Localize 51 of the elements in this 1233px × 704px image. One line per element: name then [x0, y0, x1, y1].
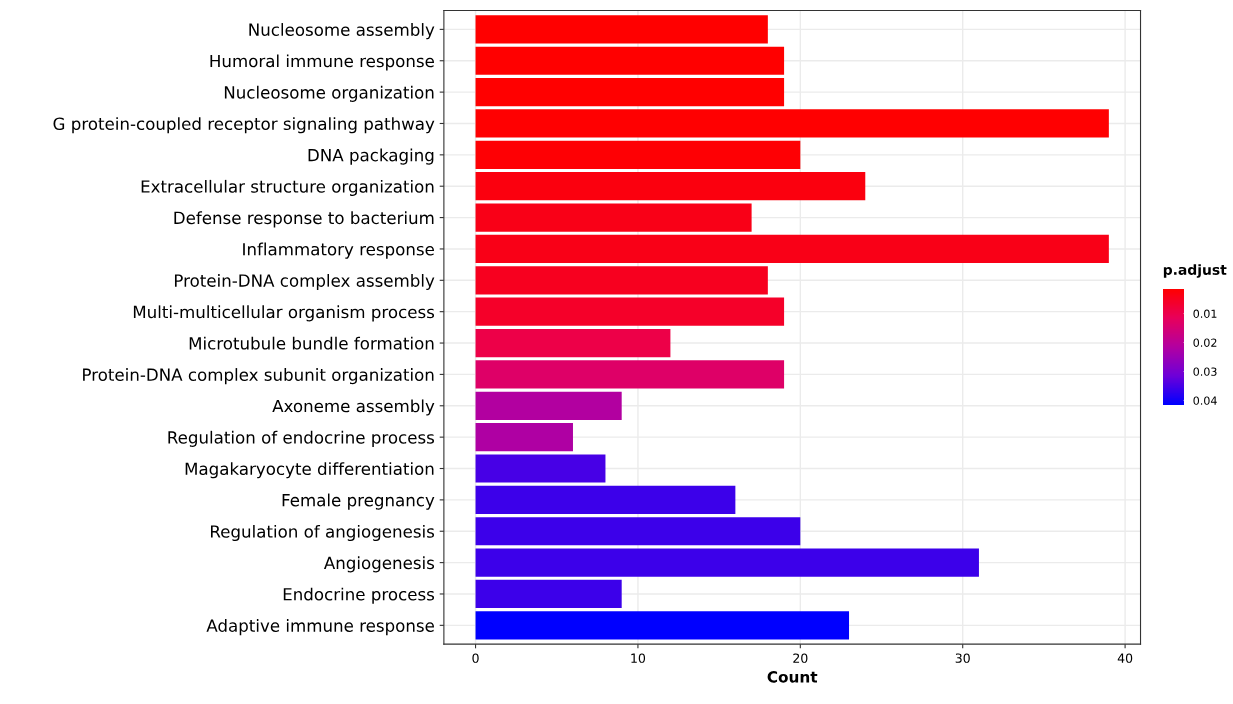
- bar: [475, 15, 768, 44]
- bar: [475, 360, 785, 389]
- y-tick-label: Nucleosome assembly: [249, 23, 435, 40]
- x-tick-label: 20: [793, 653, 808, 663]
- y-tick-label: Angiogenesis: [323, 556, 435, 573]
- bar: [475, 172, 866, 201]
- x-tick-label: 40: [1117, 653, 1133, 663]
- y-tick-label: Magakaryocyte differentiation: [185, 462, 434, 479]
- color-bar-label: 0.01: [1193, 309, 1217, 318]
- bar: [475, 454, 606, 483]
- y-tick-label: Adaptive immune response: [206, 619, 434, 636]
- bar: [475, 203, 752, 232]
- y-tick-label: G protein-coupled receptor signaling pathway: [53, 117, 435, 134]
- y-tick-label: Female pregnancy: [282, 493, 435, 510]
- bar: [475, 423, 573, 452]
- x-tick-label: 0: [472, 653, 479, 663]
- y-tick-label: Protein-DNA complex assembly: [174, 273, 435, 291]
- y-tick-label: Multi-multicellular organism process: [133, 305, 435, 322]
- y-tick-label: Regulation of angiogenesis: [211, 524, 435, 542]
- bar: [475, 140, 801, 169]
- bar: [475, 109, 1109, 138]
- y-tick-label: Inflammatory response: [243, 242, 434, 259]
- bar: [475, 391, 622, 420]
- bar: [475, 297, 785, 326]
- bar: [475, 548, 979, 577]
- y-tick-label: Microtubule bundle formation: [189, 336, 434, 350]
- bar: [475, 485, 736, 514]
- bar: [475, 328, 671, 358]
- color-bar-label: 0.04: [1193, 396, 1217, 405]
- x-tick-label: 30: [955, 653, 970, 663]
- y-tick-label: Humoral immune response: [210, 54, 434, 71]
- y-tick-label: Nucleosome organization: [224, 85, 434, 102]
- bar: [475, 611, 850, 640]
- y-tick-label: Extracellular structure organization: [141, 179, 434, 197]
- bar: [475, 234, 1109, 264]
- y-tick-label: DNA packaging: [308, 148, 434, 165]
- y-tick-label: Endocrine process: [283, 587, 435, 604]
- y-tick-label: Axoneme assembly: [272, 399, 435, 416]
- bar: [475, 579, 622, 609]
- color-bar-label: 0.02: [1193, 338, 1217, 347]
- y-tick-label: Regulation of endocrine process: [168, 430, 435, 447]
- bar: [475, 78, 785, 107]
- bar: [475, 517, 801, 546]
- x-axis-title: Count: [767, 671, 818, 683]
- bar: [475, 46, 785, 75]
- color-bar-title: p.adjust: [1163, 264, 1227, 278]
- y-tick-label: Defense response to bacterium: [174, 211, 434, 228]
- bar: [475, 266, 768, 295]
- y-tick-label: Protein-DNA complex subunit organization: [83, 368, 434, 385]
- x-tick-label: 10: [631, 653, 646, 663]
- color-bar-label: 0.03: [1193, 367, 1217, 376]
